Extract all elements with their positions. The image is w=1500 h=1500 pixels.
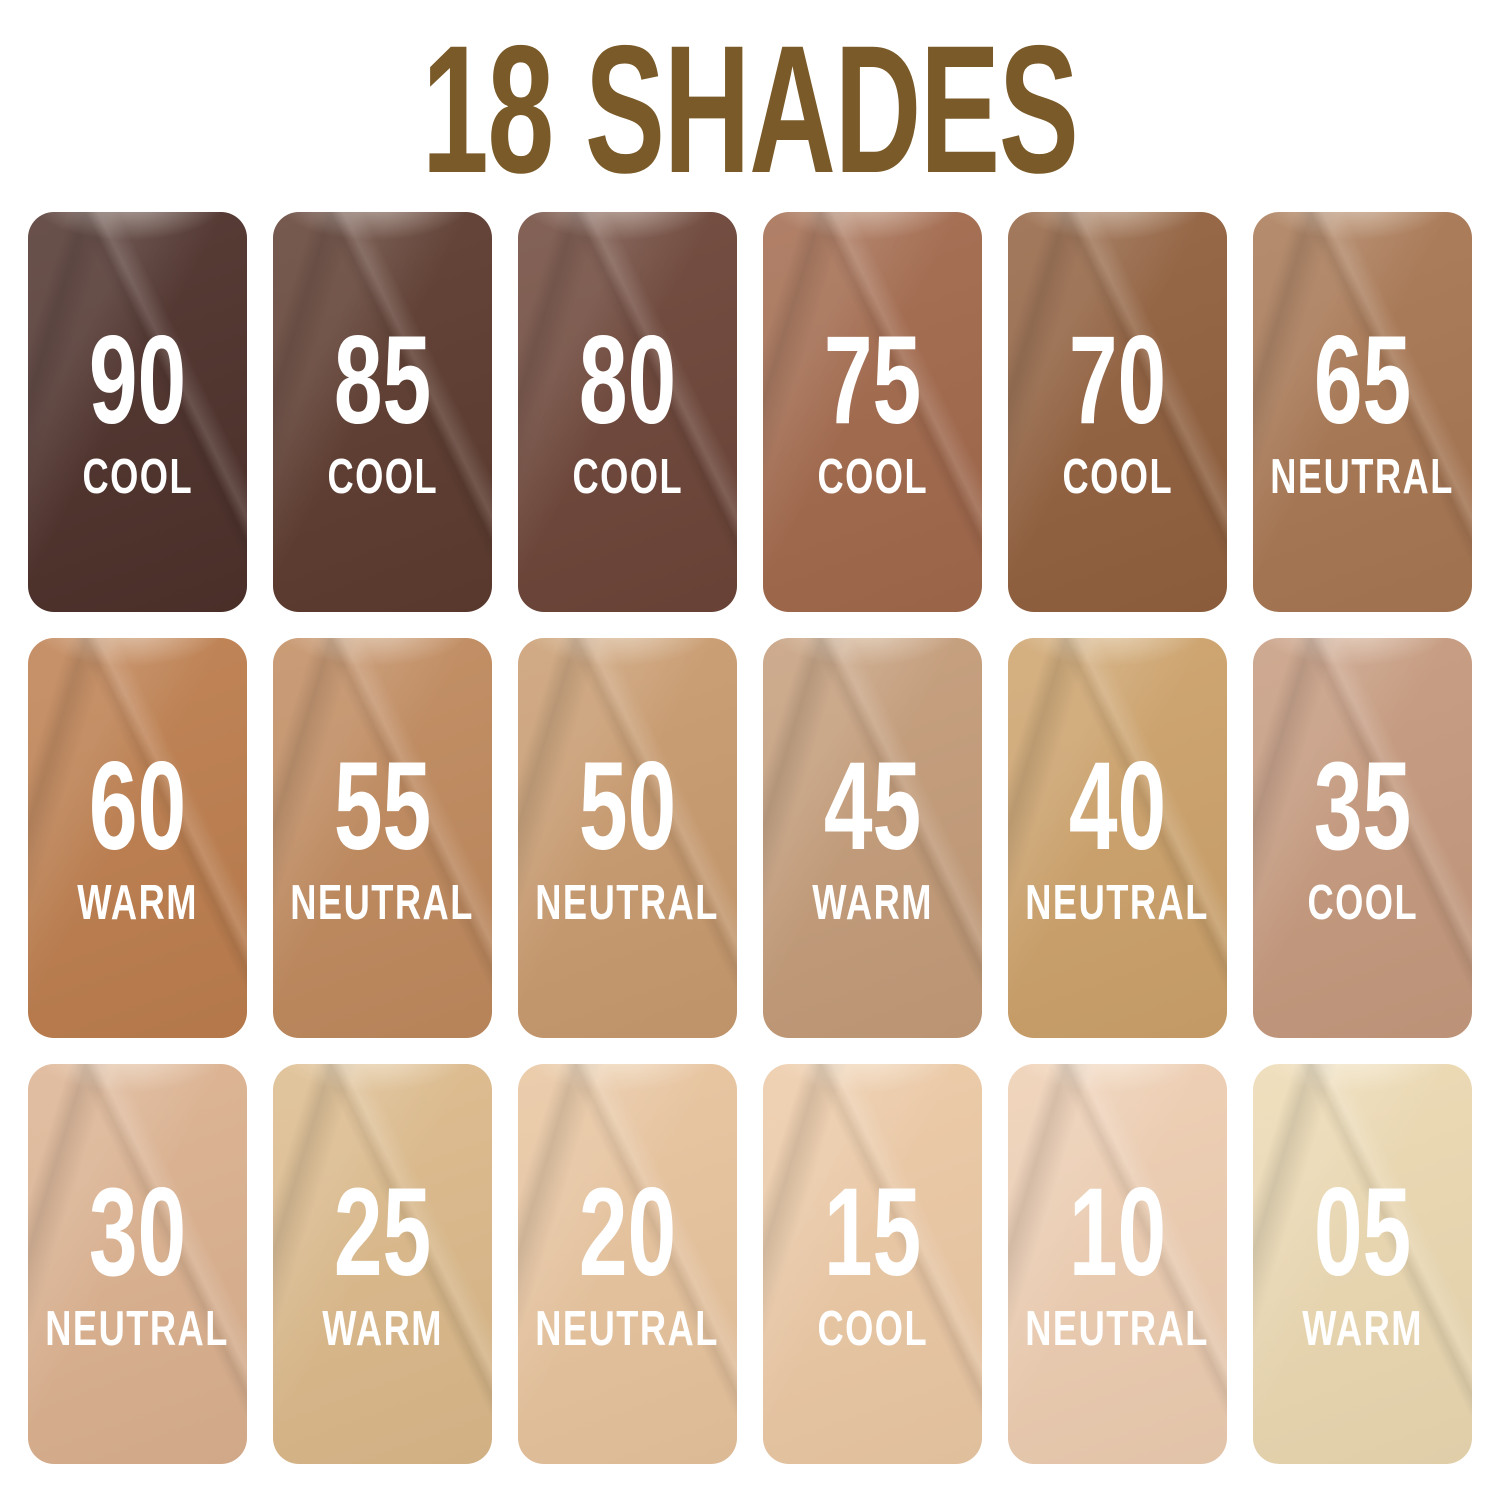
shade-number: 25	[333, 1163, 432, 1303]
shade-undertone: NEUTRAL	[1270, 449, 1455, 504]
shade-card-05: 05 WARM	[1253, 1064, 1472, 1464]
shade-card-50: 50 NEUTRAL	[518, 638, 737, 1038]
shade-card-30: 30 NEUTRAL	[28, 1064, 247, 1464]
shade-undertone: COOL	[1062, 449, 1173, 504]
shade-card-90: 90 COOL	[28, 212, 247, 612]
shade-number: 55	[333, 737, 432, 877]
shade-card-55: 55 NEUTRAL	[273, 638, 492, 1038]
shade-undertone: WARM	[1302, 1301, 1423, 1356]
shade-grid: 90 COOL 85 COOL 80 COOL 75 COOL 70 COOL …	[0, 212, 1500, 1464]
shade-number: 20	[578, 1163, 677, 1303]
shade-number: 35	[1313, 737, 1412, 877]
shade-number: 60	[88, 737, 187, 877]
shade-undertone: COOL	[572, 449, 683, 504]
shade-number: 40	[1068, 737, 1167, 877]
shade-card-70: 70 COOL	[1008, 212, 1227, 612]
page-title: 18 SHADES	[422, 7, 1079, 211]
shade-card-45: 45 WARM	[763, 638, 982, 1038]
shade-card-35: 35 COOL	[1253, 638, 1472, 1038]
shade-number: 10	[1068, 1163, 1167, 1303]
shade-number: 30	[88, 1163, 187, 1303]
shade-number: 80	[578, 311, 677, 451]
shade-card-75: 75 COOL	[763, 212, 982, 612]
shade-card-20: 20 NEUTRAL	[518, 1064, 737, 1464]
shade-undertone: COOL	[82, 449, 193, 504]
shade-undertone: WARM	[322, 1301, 443, 1356]
shade-number: 85	[333, 311, 432, 451]
shade-card-85: 85 COOL	[273, 212, 492, 612]
shade-undertone: WARM	[77, 875, 198, 930]
shade-number: 75	[823, 311, 922, 451]
title-area: 18 SHADES	[0, 0, 1500, 212]
shade-card-80: 80 COOL	[518, 212, 737, 612]
shade-undertone: NEUTRAL	[290, 875, 475, 930]
shade-card-65: 65 NEUTRAL	[1253, 212, 1472, 612]
shade-number: 90	[88, 311, 187, 451]
shade-number: 05	[1313, 1163, 1412, 1303]
shade-card-15: 15 COOL	[763, 1064, 982, 1464]
shade-number: 15	[823, 1163, 922, 1303]
shade-number: 65	[1313, 311, 1412, 451]
shade-undertone: COOL	[817, 1301, 928, 1356]
shade-undertone: NEUTRAL	[45, 1301, 230, 1356]
shade-undertone: WARM	[812, 875, 933, 930]
shade-undertone: COOL	[1307, 875, 1418, 930]
shade-undertone: NEUTRAL	[535, 875, 720, 930]
shade-card-25: 25 WARM	[273, 1064, 492, 1464]
shade-card-60: 60 WARM	[28, 638, 247, 1038]
shade-number: 45	[823, 737, 922, 877]
shade-undertone: NEUTRAL	[535, 1301, 720, 1356]
shade-card-10: 10 NEUTRAL	[1008, 1064, 1227, 1464]
shade-number: 50	[578, 737, 677, 877]
shade-undertone: COOL	[817, 449, 928, 504]
shade-undertone: COOL	[327, 449, 438, 504]
shade-undertone: NEUTRAL	[1025, 1301, 1210, 1356]
shade-number: 70	[1068, 311, 1167, 451]
shade-card-40: 40 NEUTRAL	[1008, 638, 1227, 1038]
shade-undertone: NEUTRAL	[1025, 875, 1210, 930]
